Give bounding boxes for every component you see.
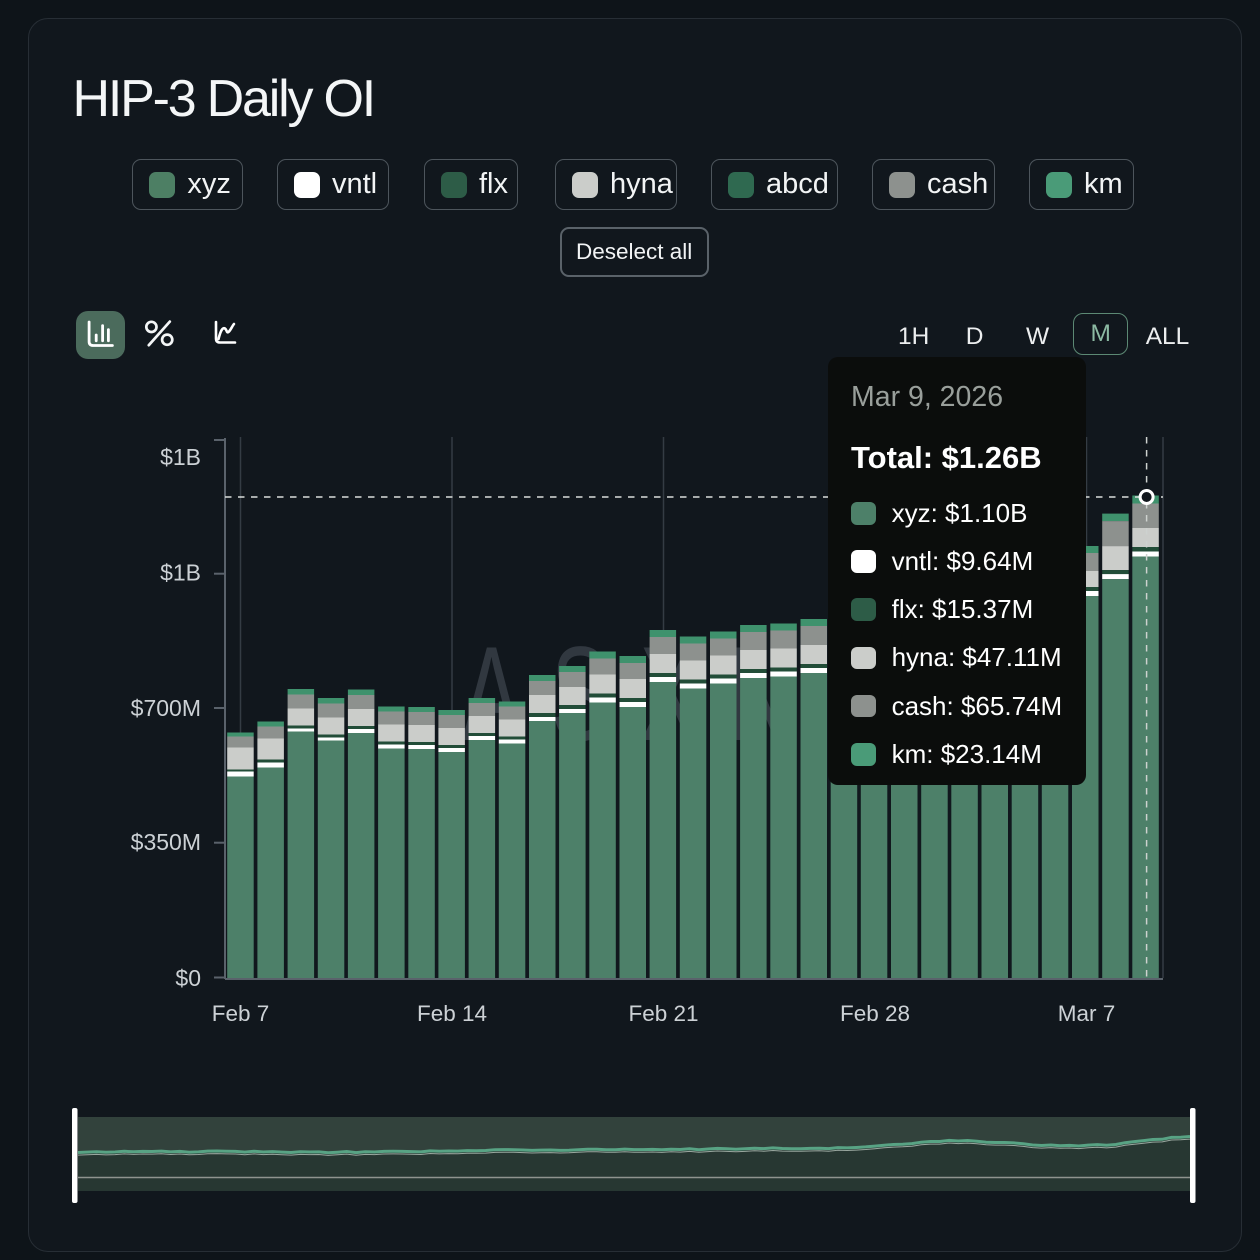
svg-text:$350M: $350M — [131, 829, 201, 855]
svg-text:$700M: $700M — [131, 695, 201, 721]
svg-text:Feb 21: Feb 21 — [628, 1001, 698, 1026]
svg-text:$1B: $1B — [160, 444, 201, 470]
svg-text:Feb 14: Feb 14 — [417, 1001, 487, 1026]
svg-text:Mar 7: Mar 7 — [1058, 1001, 1116, 1026]
svg-text:Feb 28: Feb 28 — [840, 1001, 910, 1026]
svg-text:$1B: $1B — [160, 559, 201, 585]
svg-text:$0: $0 — [175, 965, 201, 991]
svg-text:Feb 7: Feb 7 — [212, 1001, 270, 1026]
